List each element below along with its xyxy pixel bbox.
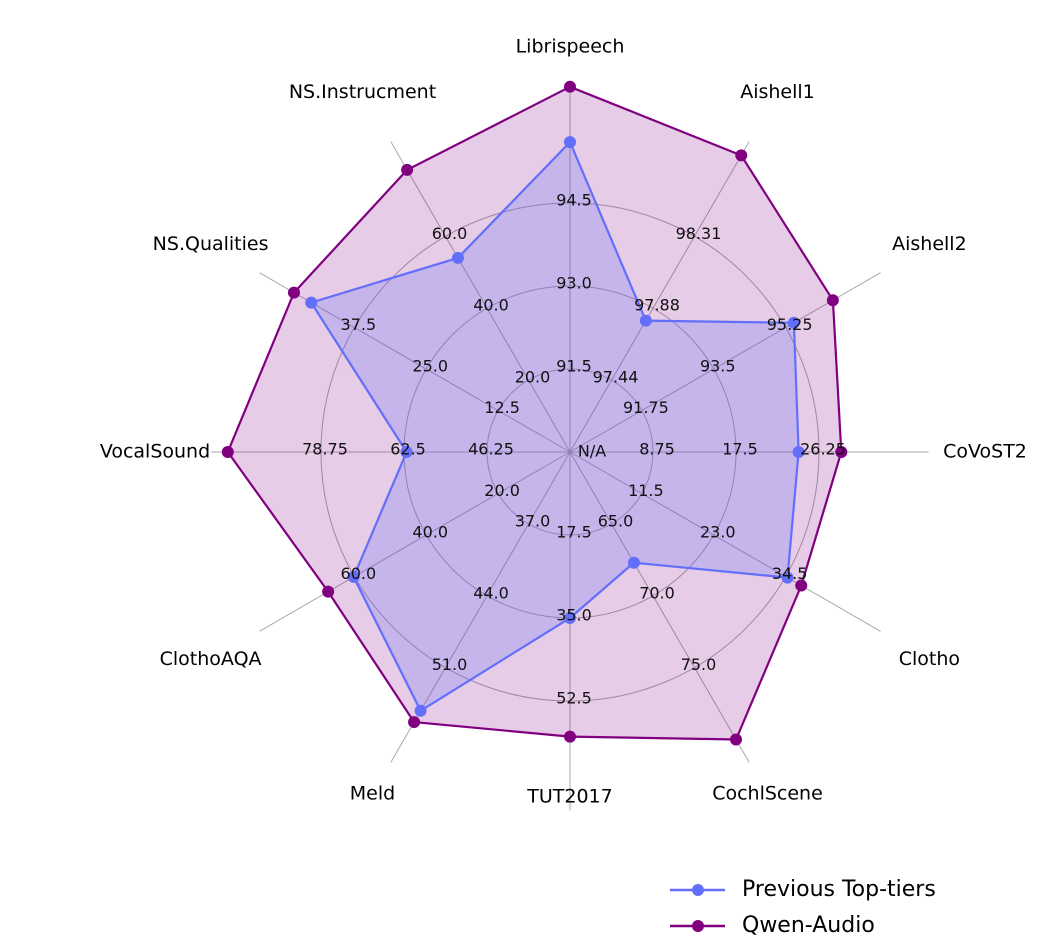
tick-label: 75.0: [681, 655, 717, 674]
data-point: [835, 446, 848, 458]
data-point: [787, 316, 800, 329]
tick-label: 17.5: [556, 523, 592, 542]
data-point: [451, 251, 464, 264]
tick-label: 40.0: [473, 296, 509, 315]
data-point: [792, 446, 805, 458]
axis-label-aishell1: Aishell1: [740, 81, 815, 103]
legend-marker: [692, 920, 704, 932]
center-label: N/A: [578, 442, 606, 461]
axis-label-clothoaqa: ClothoAQA: [160, 648, 262, 670]
tick-label: 93.5: [700, 357, 736, 376]
legend-label: Qwen-Audio: [742, 913, 875, 938]
data-point: [564, 80, 576, 93]
axis-labels: Librispeech Aishell1 Aishell2 CoVoST2 Clotho…: [100, 36, 1027, 808]
axis-label-ns-qualities: NS.Qualities: [153, 233, 269, 255]
tick-label: 51.0: [432, 655, 468, 674]
data-point: [400, 446, 413, 458]
tick-label: 25.0: [412, 357, 448, 376]
tick-label: 40.0: [412, 523, 448, 542]
tick-label: 97.44: [593, 368, 639, 387]
tick-label: 60.0: [432, 224, 468, 243]
tick-label: 65.0: [598, 511, 634, 530]
tick-label: 91.75: [623, 398, 669, 417]
data-point: [639, 314, 652, 327]
data-point: [408, 716, 421, 729]
axis-label-clotho: Clotho: [899, 648, 960, 670]
data-point: [322, 585, 335, 598]
series-qwen-audio: [221, 80, 848, 746]
data-point: [781, 571, 794, 584]
grid-ring: [320, 202, 820, 702]
axis-spoke: [390, 141, 571, 453]
axis-label-aishell2: Aishell2: [892, 233, 967, 255]
tick-label: 12.5: [484, 398, 520, 417]
data-point: [564, 136, 576, 149]
tick-label: 52.5: [556, 689, 592, 708]
series-previous-top-tiers: [305, 136, 805, 717]
data-point: [221, 446, 234, 458]
tick-label: 26.25: [800, 440, 846, 459]
tick-label: 98.31: [676, 224, 722, 243]
axis-spoke: [259, 451, 571, 632]
tick-label: 78.75: [302, 440, 348, 459]
tick-label: 17.5: [722, 440, 758, 459]
tick-label: 70.0: [639, 583, 675, 602]
tick-label: 62.5: [390, 440, 426, 459]
data-point: [826, 294, 839, 307]
tick-label: 37.5: [341, 315, 377, 334]
tick-label: 23.0: [700, 523, 736, 542]
data-point: [564, 730, 576, 743]
data-point: [627, 556, 640, 569]
axis-label-covost2: CoVoST2: [943, 441, 1027, 463]
tick-label: 46.25: [468, 440, 514, 459]
grid-ring: [486, 368, 654, 536]
data-point: [564, 612, 576, 624]
data-point: [347, 570, 360, 583]
tick-label: 97.88: [634, 296, 680, 315]
axis-label-ns-instrucment: NS.Instrucment: [289, 81, 436, 103]
tick-labels: 91.5 93.0 94.5 97.44 97.88 98.31 91.75 93.5 95.2…: [302, 191, 846, 708]
axis-spoke: [569, 451, 750, 763]
legend: Previous Top-tiers Qwen-Audio: [670, 877, 936, 938]
tick-label: 95.25: [767, 315, 813, 334]
axis-label-vocalsound: VocalSound: [100, 441, 210, 463]
tick-label: 91.5: [556, 357, 592, 376]
tick-label: 34.5: [772, 564, 808, 583]
tick-label: 37.0: [515, 511, 551, 530]
axis-spoke: [569, 141, 750, 453]
data-point: [287, 286, 300, 299]
data-point: [414, 704, 427, 717]
axis-label-tut2017: TUT2017: [526, 786, 612, 808]
tick-label: 11.5: [628, 481, 664, 500]
tick-label: 60.0: [341, 564, 377, 583]
data-point: [795, 579, 808, 592]
data-point: [730, 733, 742, 746]
data-point: [401, 163, 414, 176]
axis-label-cochlscene: CochlScene: [712, 783, 823, 805]
tick-label: 93.0: [556, 274, 592, 293]
tick-label: 35.0: [556, 606, 592, 625]
axis-label-meld: Meld: [350, 783, 395, 805]
axis-spoke: [569, 451, 881, 632]
data-point: [735, 149, 748, 162]
data-point: [305, 296, 318, 309]
tick-label: 44.0: [473, 583, 509, 602]
tick-label: 94.5: [556, 191, 592, 210]
legend-label: Previous Top-tiers: [742, 877, 936, 902]
tick-label: 20.0: [484, 481, 520, 500]
tick-label: 8.75: [639, 440, 675, 459]
axis-label-librispeech: Librispeech: [516, 36, 625, 58]
legend-marker: [692, 884, 704, 896]
tick-label: 20.0: [515, 368, 551, 387]
